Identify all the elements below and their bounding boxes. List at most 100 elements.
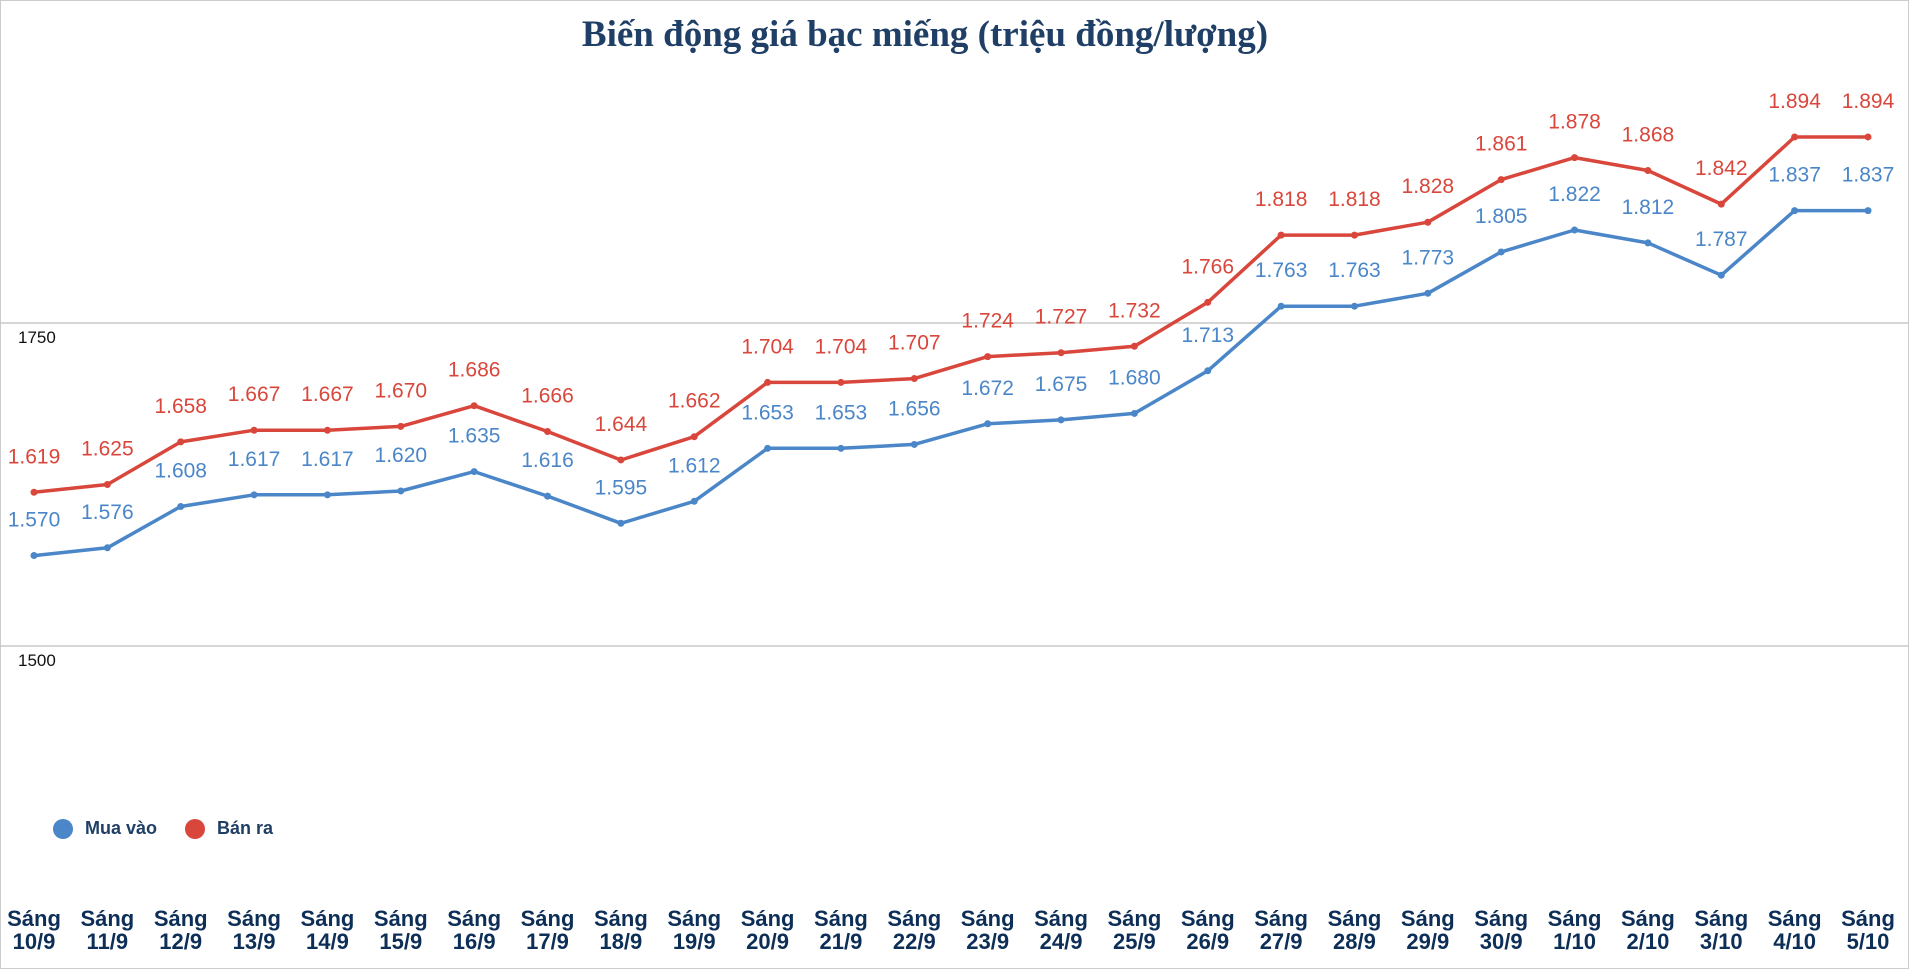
value-label: 1.837 (1768, 164, 1821, 187)
point (1130, 342, 1138, 350)
point (1644, 167, 1652, 175)
point (323, 491, 331, 499)
value-label: 1.763 (1328, 259, 1381, 282)
value-label: 1.672 (961, 377, 1014, 400)
point (1497, 248, 1505, 256)
x-tick-label: Sáng 11/9 (80, 906, 135, 954)
value-label: 1.773 (1402, 246, 1455, 269)
x-tick-label: Sáng 3/10 (1694, 906, 1749, 954)
value-label: 1.680 (1108, 366, 1161, 389)
value-label: 1.619 (8, 445, 61, 468)
point (1130, 409, 1138, 417)
point (764, 378, 772, 386)
point (1644, 239, 1652, 247)
point (544, 492, 552, 500)
point (984, 420, 992, 428)
point (1497, 176, 1505, 184)
y-tick-label: 1750 (18, 328, 56, 347)
x-tick-label: Sáng 12/9 (153, 906, 208, 954)
point (1791, 207, 1799, 215)
x-tick-label: Sáng 17/9 (520, 906, 575, 954)
value-label: 1.837 (1842, 164, 1895, 187)
series-line (33, 135, 1868, 495)
value-label: 1.570 (8, 509, 61, 532)
y-tick-label: 1500 (18, 651, 56, 670)
value-label: 1.670 (375, 379, 428, 402)
point (1204, 367, 1212, 375)
point (30, 552, 38, 560)
x-tick-label: Sáng 24/9 (1034, 906, 1088, 954)
point (837, 444, 845, 452)
value-label: 1.707 (888, 332, 941, 355)
value-label: 1.667 (228, 383, 281, 406)
point (1791, 133, 1799, 141)
value-label: 1.787 (1695, 228, 1748, 251)
legend-label: Bán ra (217, 818, 274, 838)
value-label: 1.675 (1035, 373, 1088, 396)
x-tick-label: Sáng 27/9 (1254, 906, 1308, 954)
chart-title: Biến động giá bạc miếng (triệu đồng/lượn… (582, 14, 1268, 55)
point (177, 438, 185, 446)
value-label: 1.763 (1255, 259, 1308, 282)
value-label: 1.625 (81, 438, 134, 461)
value-label: 1.616 (521, 449, 574, 472)
x-tick-label: Sáng 29/9 (1400, 906, 1455, 954)
x-tick-label: Sáng 16/9 (447, 906, 502, 954)
point (1571, 226, 1579, 234)
x-tick-label: Sáng 26/9 (1180, 906, 1235, 954)
value-label: 1.724 (961, 310, 1014, 333)
point (910, 440, 918, 448)
x-tick-label: Sáng 19/9 (667, 906, 722, 954)
point (470, 468, 478, 476)
point (103, 544, 111, 552)
point (984, 353, 992, 361)
value-label: 1.894 (1768, 90, 1821, 113)
value-label: 1.828 (1402, 175, 1455, 198)
point (1057, 416, 1065, 424)
point (764, 444, 772, 452)
x-tick-label: Sáng 30/9 (1474, 906, 1529, 954)
value-label: 1.878 (1548, 111, 1601, 134)
value-label: 1.868 (1622, 124, 1675, 147)
point (1204, 298, 1212, 306)
point (177, 502, 185, 510)
value-label: 1.766 (1181, 255, 1234, 278)
x-tick-label: Sáng 13/9 (227, 906, 281, 954)
value-label: 1.635 (448, 425, 501, 448)
value-label: 1.576 (81, 501, 134, 524)
point (397, 487, 405, 495)
value-label: 1.713 (1181, 324, 1234, 347)
x-tick-label: Sáng 28/9 (1327, 906, 1382, 954)
x-tick-label: Sáng 4/10 (1767, 906, 1822, 954)
value-label: 1.656 (888, 397, 941, 420)
value-label: 1.653 (741, 401, 794, 424)
legend-marker (185, 819, 205, 839)
value-label: 1.595 (595, 476, 648, 499)
value-label: 1.812 (1622, 196, 1675, 219)
point (470, 402, 478, 410)
point (1350, 231, 1358, 239)
point (690, 433, 698, 441)
value-label: 1.818 (1255, 188, 1308, 211)
point (30, 488, 38, 496)
value-label: 1.617 (301, 448, 354, 471)
point (323, 426, 331, 434)
point (1277, 231, 1285, 239)
point (1350, 302, 1358, 310)
value-label: 1.612 (668, 454, 721, 477)
value-label: 1.704 (815, 335, 868, 358)
point (250, 491, 258, 499)
x-tick-label: Sáng 25/9 (1107, 906, 1162, 954)
point (910, 375, 918, 383)
point (1571, 154, 1579, 162)
x-tick-label: Sáng 2/10 (1621, 906, 1675, 954)
value-label: 1.644 (595, 413, 648, 436)
point (1864, 133, 1872, 141)
point (617, 519, 625, 527)
x-tick-label: Sáng 22/9 (887, 906, 942, 954)
x-tick-label: Sáng 18/9 (593, 906, 648, 954)
value-label: 1.620 (375, 444, 428, 467)
point (1424, 218, 1432, 226)
